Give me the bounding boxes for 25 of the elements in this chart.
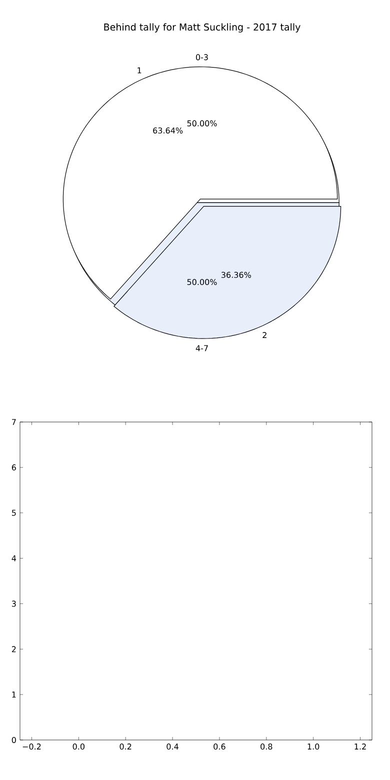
y-tick-label: 4 (12, 555, 16, 562)
y-tick-label: 0 (12, 736, 16, 744)
y-tick-label: 3 (12, 600, 16, 607)
y-tick-label: 5 (12, 510, 16, 516)
x-tick-label: 1.2 (354, 744, 366, 750)
x-tick-label: 0.0 (72, 744, 84, 750)
x-tick-label: 0.4 (166, 744, 178, 750)
x-tick-label: 0.6 (214, 744, 226, 750)
y-tick-label: 7 (12, 419, 16, 425)
x-tick-label: 0.8 (260, 744, 272, 750)
data-label: 36.36% (222, 272, 251, 278)
data-label: 50.00% (187, 120, 217, 126)
data-label: 50.00% (187, 279, 217, 286)
chart-title: Behind tally for Matt Suckling - 2017 tally (104, 23, 300, 32)
y-tick-label: 2 (12, 646, 16, 652)
slice-label: 4-7 (196, 345, 208, 352)
x-tick-label: 1.0 (308, 744, 320, 750)
x-tick-label: −0.2 (22, 744, 41, 750)
y-tick-label: 6 (12, 464, 16, 470)
x-tick-label: 0.2 (120, 744, 132, 750)
slice-label: 1 (138, 67, 142, 74)
slice-label: 0-3 (196, 54, 208, 60)
slice-label: 2 (262, 332, 266, 338)
data-label: 63.64% (153, 127, 183, 134)
y-tick-label: 1 (12, 692, 16, 698)
